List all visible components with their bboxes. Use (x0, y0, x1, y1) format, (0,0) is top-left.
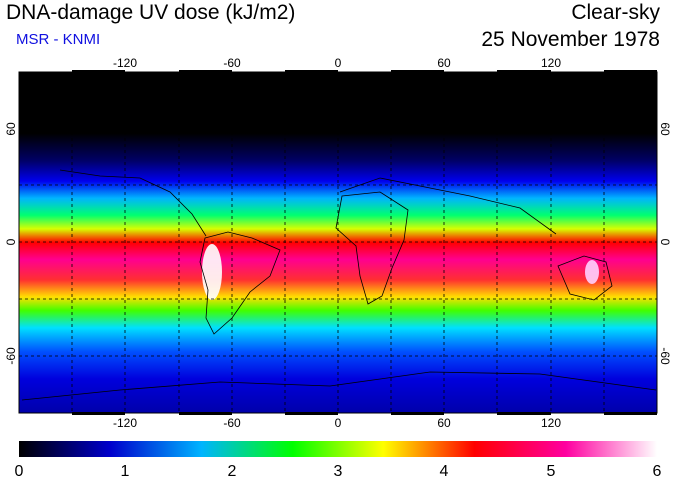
lon-tick-bottom: 60 (437, 416, 451, 430)
lat-tick-right: 0 (658, 239, 672, 246)
antarctica-coast (21, 371, 657, 401)
colorbar-label: 2 (228, 463, 237, 480)
eurasia-coast (339, 177, 557, 235)
colorbar-label: 1 (121, 463, 130, 480)
andes-hotspot (202, 244, 222, 300)
lon-tick-bottom: 0 (335, 416, 342, 430)
lat-tick-left: -60 (4, 347, 18, 365)
lon-tick-top: 0 (335, 56, 342, 70)
lon-tick-bottom: -120 (113, 416, 137, 430)
lon-tick-bottom: -60 (223, 416, 241, 430)
lat-tick-left: 60 (4, 122, 18, 136)
lat-tick-right: 60 (658, 122, 672, 136)
sky-condition: Clear-sky (571, 1, 660, 24)
south-america-coast (199, 231, 281, 335)
data-credit: MSR - KNMI (16, 31, 101, 48)
map-date: 25 November 1978 (481, 28, 660, 51)
colorbar-label: 3 (334, 463, 343, 480)
africa-coast (335, 191, 409, 305)
colorbar-label: 6 (653, 463, 662, 480)
colorbar-label: 5 (547, 463, 556, 480)
lon-tick-top: -60 (223, 56, 241, 70)
australia-hotspot (585, 260, 599, 284)
lat-tick-left: 0 (4, 238, 18, 245)
lon-tick-bottom: 120 (541, 416, 561, 430)
frame-ticks-bottom (72, 412, 657, 415)
map-title: DNA-damage UV dose (kJ/m2) (6, 1, 296, 24)
frame-ticks-top (72, 70, 657, 73)
colorbar-label: 4 (440, 463, 449, 480)
lon-tick-top: 60 (437, 56, 451, 70)
lon-tick-top: 120 (541, 56, 561, 70)
graticule (19, 72, 657, 413)
coastlines (21, 169, 657, 401)
lat-tick-right: -60 (658, 347, 672, 365)
lon-tick-top: -120 (113, 56, 137, 70)
colorbar-label: 0 (15, 463, 24, 480)
north-america-coast (59, 169, 207, 237)
colorbar (19, 441, 657, 457)
australia-coast (557, 255, 613, 301)
